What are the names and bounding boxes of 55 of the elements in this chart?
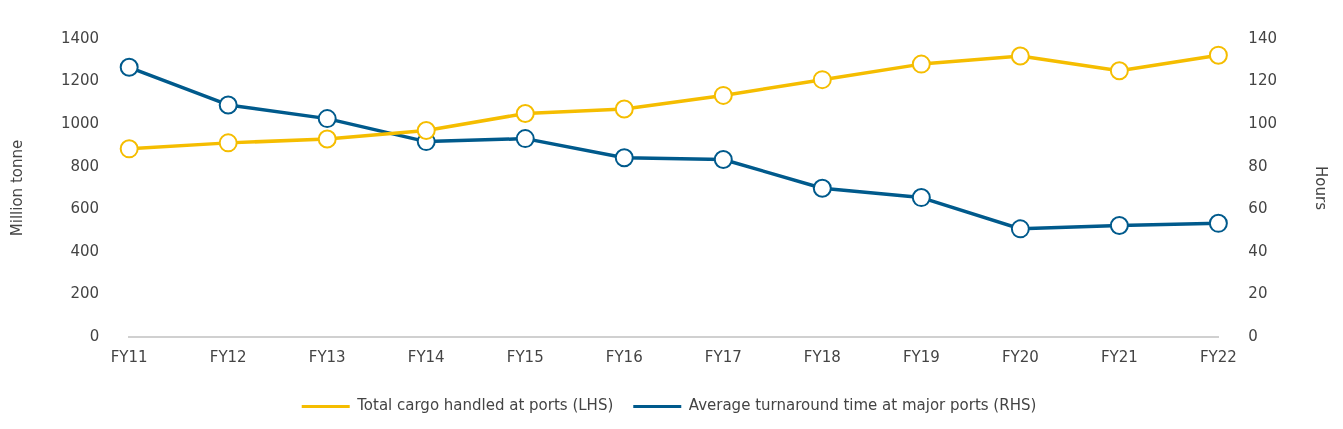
point (1109, 61, 1129, 81)
point (1010, 219, 1030, 239)
point (911, 54, 931, 74)
x-tick-label: FY20 (1001, 347, 1039, 366)
point (1109, 215, 1129, 235)
x-tick-label: FY17 (704, 347, 742, 366)
x-tick-label: FY21 (1100, 347, 1138, 366)
legend-label: Average turnaround time at major ports (RHS) (688, 396, 1037, 415)
point (911, 188, 931, 208)
y-tick-label: 400 (70, 241, 100, 260)
y2-tick-label: 100 (1248, 114, 1278, 133)
point (218, 95, 238, 115)
y-tick-label: 1200 (60, 71, 100, 90)
y2-tick-label: 40 (1248, 241, 1268, 260)
point (1010, 46, 1030, 66)
y-tick-label: 1000 (60, 114, 100, 133)
y2-tick-label: 140 (1248, 28, 1278, 47)
y-tick-label: 200 (70, 284, 100, 303)
y-tick-label: 800 (70, 156, 100, 175)
point (317, 109, 337, 129)
y-axis-title: Million tonne (7, 139, 26, 237)
point (515, 104, 535, 123)
point (515, 129, 535, 149)
point (416, 121, 436, 141)
point (614, 99, 634, 119)
point (614, 148, 634, 168)
y-tick-label: 0 (89, 326, 100, 345)
x-tick-label: FY13 (308, 347, 346, 366)
y-tick-label: 1400 (60, 28, 100, 47)
y-tick-label: 600 (70, 199, 100, 218)
y2-tick-label: 20 (1248, 284, 1268, 303)
point (1208, 213, 1228, 233)
x-tick-label: FY12 (209, 347, 247, 366)
x-tick-label: FY18 (803, 347, 841, 366)
y2-tick-label: 60 (1248, 199, 1268, 218)
y2-tick-label: 120 (1248, 71, 1278, 90)
x-tick-label: FY14 (407, 347, 445, 366)
point (317, 129, 337, 149)
point (713, 149, 733, 169)
x-tick-label: FY19 (902, 347, 940, 366)
y2-tick-label: 0 (1248, 326, 1258, 345)
point (119, 139, 139, 159)
point (812, 178, 832, 198)
point (812, 70, 832, 90)
x-tick-label: FY15 (506, 347, 544, 366)
y2-axis-title: Hours (1312, 166, 1331, 211)
point (713, 85, 733, 105)
y2-tick-label: 80 (1248, 156, 1268, 175)
point (1208, 45, 1228, 65)
point (218, 133, 238, 153)
point (119, 57, 139, 77)
x-tick-label: FY11 (110, 347, 148, 366)
legend-label: Total cargo handled at ports (LHS) (356, 396, 614, 415)
x-tick-label: FY22 (1199, 347, 1237, 366)
x-tick-label: FY16 (605, 347, 643, 366)
